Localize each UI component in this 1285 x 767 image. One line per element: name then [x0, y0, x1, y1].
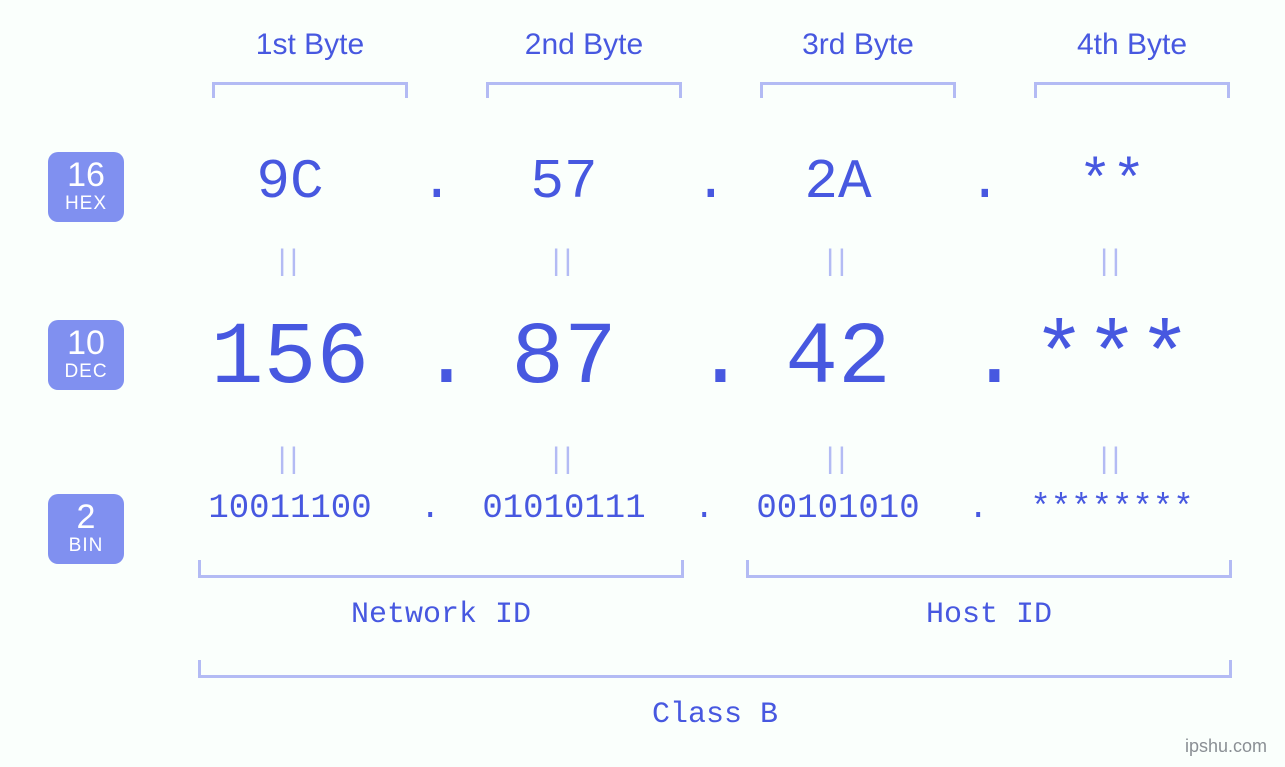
bin-b3: 00101010 [708, 490, 968, 528]
bin-b4: ******** [982, 490, 1242, 528]
dot: . [420, 490, 434, 528]
bracket-network [198, 560, 684, 578]
dot: . [694, 490, 708, 528]
top-bracket-3 [760, 82, 956, 98]
badge-dec: 10 DEC [48, 320, 124, 390]
equals-icon: || [982, 244, 1242, 278]
dec-b1: 156 [160, 310, 420, 409]
dot: . [420, 150, 434, 214]
equals-icon: || [982, 442, 1242, 476]
dot: . [694, 310, 708, 409]
hex-b2: 57 [434, 150, 694, 214]
badge-bin-txt: BIN [48, 536, 124, 556]
ip-byte-diagram: 1st Byte 2nd Byte 3rd Byte 4th Byte 16 H… [0, 0, 1285, 767]
label-network: Network ID [198, 598, 684, 632]
badge-hex-num: 16 [48, 158, 124, 194]
top-bracket-1 [212, 82, 408, 98]
dec-b2: 87 [434, 310, 694, 409]
dot: . [420, 310, 434, 409]
dot: . [968, 150, 982, 214]
equals-icon: || [708, 442, 968, 476]
hex-b3: 2A [708, 150, 968, 214]
dec-row: 156 . 87 . 42 . *** [160, 310, 1245, 409]
equals-icon: || [708, 244, 968, 278]
watermark: ipshu.com [1185, 736, 1267, 757]
dot: . [968, 490, 982, 528]
equals-icon: || [434, 442, 694, 476]
badge-hex: 16 HEX [48, 152, 124, 222]
bracket-host [746, 560, 1232, 578]
equals-icon: || [434, 244, 694, 278]
bin-b2: 01010111 [434, 490, 694, 528]
badge-dec-num: 10 [48, 326, 124, 362]
top-bracket-2 [486, 82, 682, 98]
bin-b1: 10011100 [160, 490, 420, 528]
byte-label-2: 2nd Byte [484, 28, 684, 62]
equals-row-1: || || || || [160, 244, 1245, 278]
badge-bin-num: 2 [48, 500, 124, 536]
bin-row: 10011100 . 01010111 . 00101010 . *******… [160, 490, 1245, 528]
badge-hex-txt: HEX [48, 194, 124, 214]
equals-icon: || [160, 442, 420, 476]
byte-label-4: 4th Byte [1032, 28, 1232, 62]
badge-bin: 2 BIN [48, 494, 124, 564]
hex-b4: ** [982, 150, 1242, 214]
dec-b3: 42 [708, 310, 968, 409]
dec-b4: *** [982, 310, 1242, 409]
label-host: Host ID [746, 598, 1232, 632]
hex-row: 9C . 57 . 2A . ** [160, 150, 1245, 214]
byte-label-1: 1st Byte [210, 28, 410, 62]
equals-icon: || [160, 244, 420, 278]
dot: . [694, 150, 708, 214]
bracket-class [198, 660, 1232, 678]
hex-b1: 9C [160, 150, 420, 214]
top-bracket-4 [1034, 82, 1230, 98]
dot: . [968, 310, 982, 409]
byte-label-3: 3rd Byte [758, 28, 958, 62]
equals-row-2: || || || || [160, 442, 1245, 476]
badge-dec-txt: DEC [48, 362, 124, 382]
label-class: Class B [198, 698, 1232, 732]
